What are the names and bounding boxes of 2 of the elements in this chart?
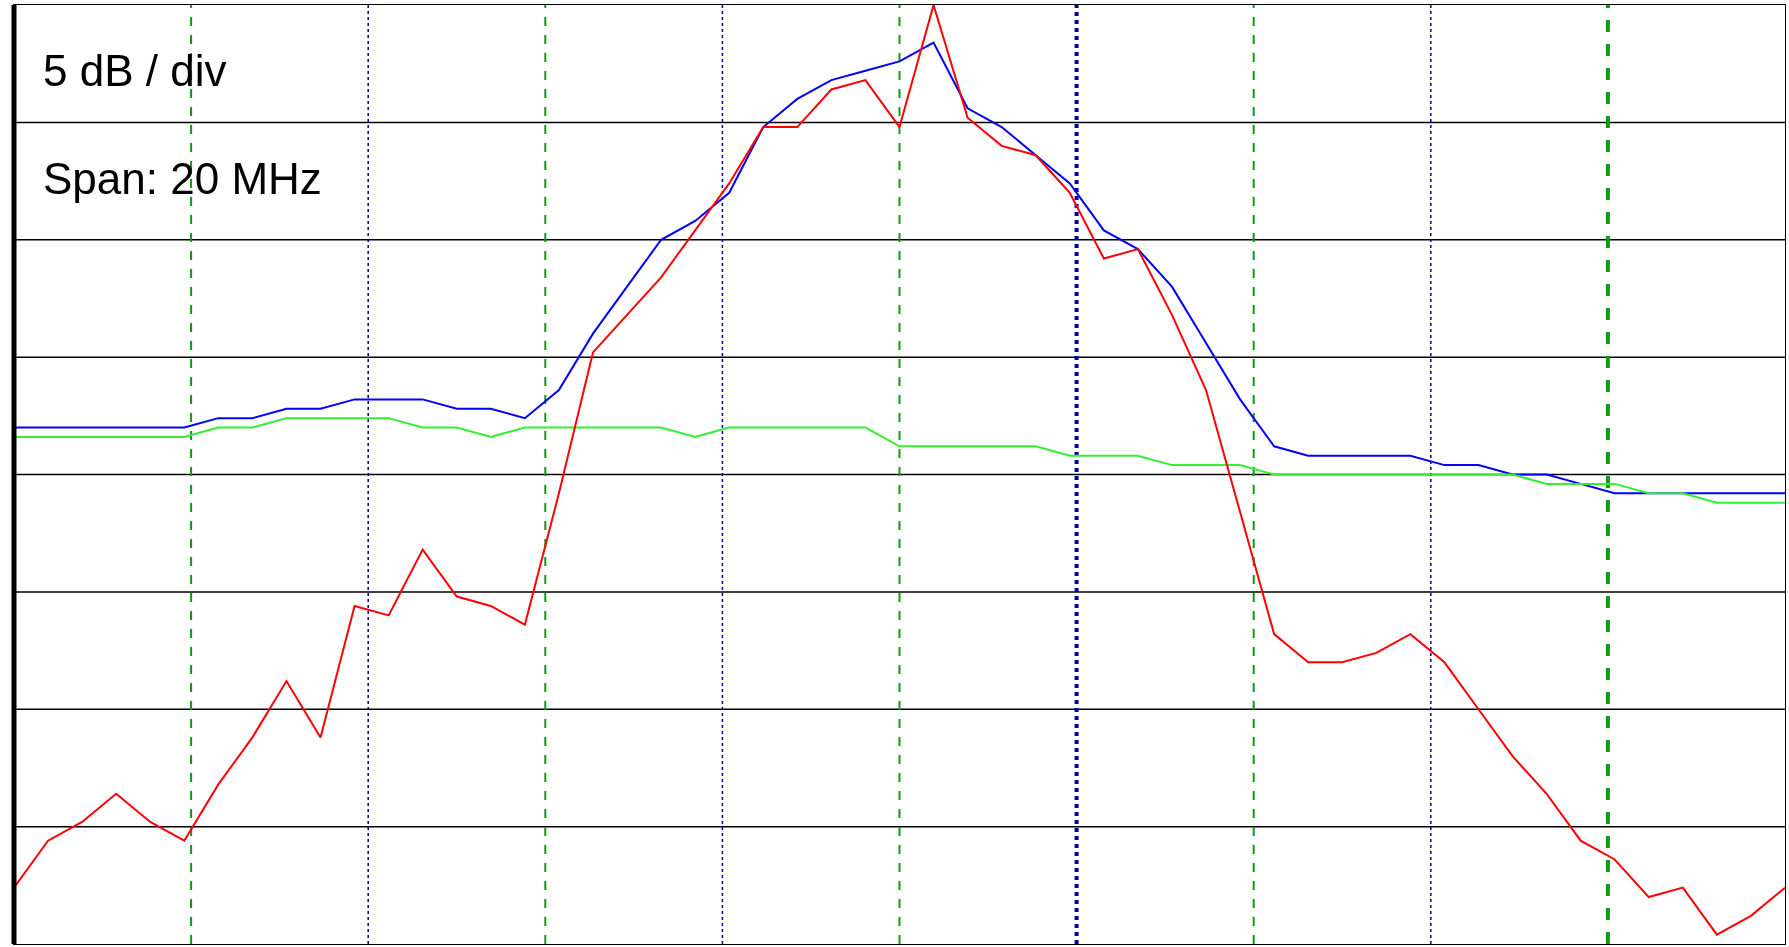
annotation: Span: 20 MHz: [43, 154, 322, 203]
annotation: 5 dB / div: [43, 46, 227, 95]
